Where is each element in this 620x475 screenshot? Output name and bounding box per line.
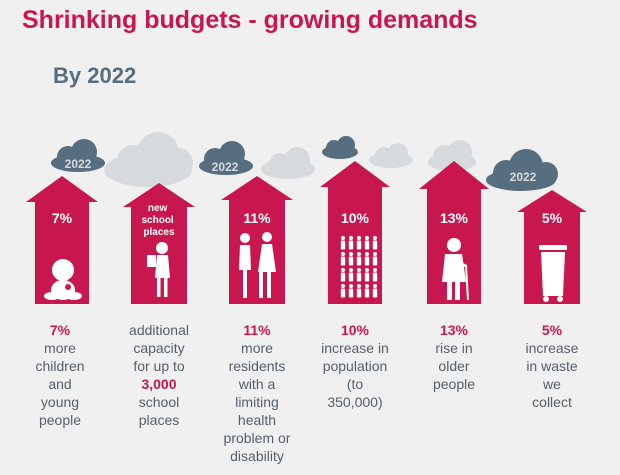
cloud-icon	[322, 136, 358, 159]
caption-line: collect	[532, 394, 572, 410]
caption-line: in waste	[526, 358, 578, 374]
caption-line: capacity	[133, 340, 185, 356]
caption-line: 350,000)	[327, 394, 383, 410]
child-icon	[44, 259, 82, 300]
caption-line: we	[543, 376, 561, 392]
cloud-icon	[261, 147, 315, 179]
caption-line: more	[241, 340, 273, 356]
caption-line: and	[48, 376, 72, 392]
wheelie-bin-icon	[539, 245, 567, 302]
page-subtitle: By 2022	[53, 63, 137, 88]
arrow-label: 5%	[542, 210, 563, 226]
cloud-icon	[428, 140, 476, 171]
caption-line: more	[44, 340, 76, 356]
caption-highlight: 3,000	[141, 376, 177, 392]
arrow-label: 13%	[440, 210, 469, 226]
caption-line: for up to	[133, 358, 185, 374]
caption-school-places: additional capacity for up to 3,000 scho…	[107, 321, 211, 429]
caption-residents: 11% more residents with a limiting healt…	[205, 321, 309, 465]
caption-line: problem or	[223, 430, 291, 446]
caption-highlight: 10%	[340, 322, 370, 338]
caption-line: increase	[525, 340, 579, 356]
caption-population: 10% increase in population (to 350,000)	[303, 321, 407, 411]
caption-highlight: 13%	[439, 322, 469, 338]
reading-girl-icon	[147, 242, 170, 297]
two-people-icon	[239, 232, 276, 298]
cloud-icon	[486, 149, 558, 191]
caption-line: people	[38, 412, 82, 428]
cloud-icon	[199, 141, 253, 175]
year-badge: 2022	[65, 157, 92, 171]
caption-line: limiting	[235, 394, 279, 410]
caption-line: children	[35, 358, 85, 374]
cloud-icon	[369, 143, 413, 168]
year-badge: 2022	[212, 160, 239, 174]
caption-line: disability	[230, 448, 284, 464]
arrow-shape	[320, 161, 390, 304]
caption-line: rise in	[435, 340, 473, 356]
arrow-label: 10%	[341, 210, 370, 226]
arrow-label: new school places	[141, 203, 176, 238]
caption-highlight: 7%	[49, 322, 71, 338]
caption-line: health	[237, 412, 277, 428]
caption-line: additional	[129, 322, 189, 338]
page-title: Shrinking budgets - growing demands	[22, 6, 478, 34]
cloud-icon	[51, 139, 105, 172]
caption-highlight: 5%	[541, 322, 563, 338]
arrow-shape	[221, 176, 293, 304]
caption-line: residents	[228, 358, 286, 374]
caption-line: places	[138, 412, 180, 428]
caption-line: older	[438, 358, 470, 374]
arrow-label: 7%	[52, 210, 73, 226]
caption-line: school	[138, 394, 180, 410]
arrow-shape	[419, 161, 489, 304]
arrow-shape	[26, 176, 98, 304]
population-icon	[340, 236, 378, 298]
year-badge: 2022	[510, 170, 537, 184]
arrow-label: 11%	[243, 210, 271, 226]
caption-older-people: 13% rise in older people	[402, 321, 506, 393]
caption-line: with a	[238, 376, 276, 392]
older-person-icon	[442, 238, 469, 300]
caption-waste: 5% increase in waste we collect	[500, 321, 604, 411]
caption-children: 7% more children and young people	[8, 321, 112, 429]
caption-line: people	[432, 376, 476, 392]
cloud-icon	[104, 132, 193, 187]
caption-highlight: 11%	[243, 322, 271, 338]
caption-line: young	[40, 394, 80, 410]
caption-line: (to	[346, 376, 364, 392]
caption-line: population	[322, 358, 388, 374]
caption-line: increase in	[321, 340, 389, 356]
